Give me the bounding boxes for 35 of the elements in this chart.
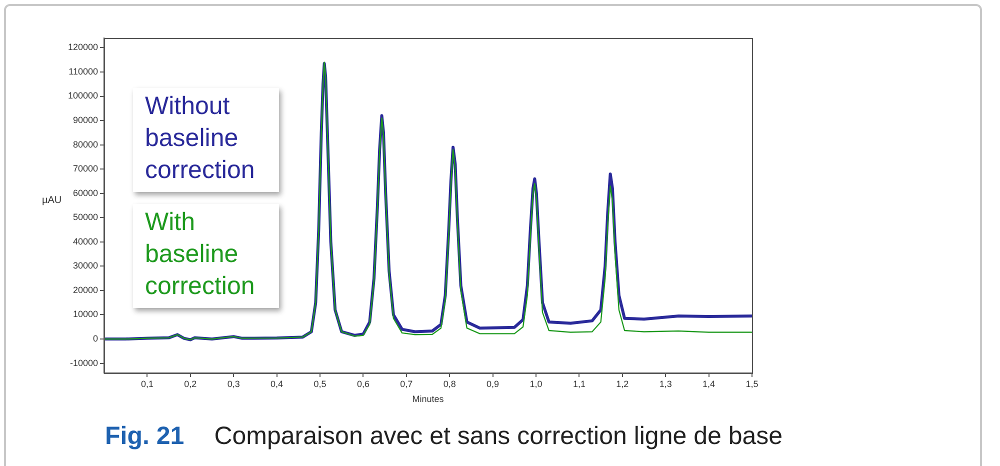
x-tick-label: 0,7 [400, 378, 413, 389]
x-axis-title: Minutes [412, 394, 444, 404]
x-tick-label: 1,3 [659, 378, 672, 389]
x-tick-label: 1,0 [530, 378, 542, 389]
y-tick-label: 20000 [72, 284, 98, 295]
x-tick-label: 0,2 [184, 378, 197, 389]
x-tick-label: 1,4 [702, 378, 716, 389]
x-tick-label: 0,9 [486, 378, 500, 389]
y-tick-label: -10000 [70, 358, 98, 368]
x-tick-label: 0,5 [314, 378, 326, 389]
y-tick-label: 70000 [72, 164, 98, 174]
text: Without baseline correction [133, 88, 279, 192]
y-tick-label: 0 [92, 334, 98, 344]
y-tick-label: 100000 [68, 90, 98, 101]
series-label: With baseline correction [133, 204, 279, 308]
y-tick-label: 60000 [72, 188, 98, 198]
x-tick-label: 0,4 [270, 378, 284, 389]
y-tick-label: 110000 [68, 66, 98, 76]
x-tick-label: 0,3 [227, 378, 240, 389]
x-tick-label: 1,1 [572, 378, 586, 389]
x-tick-label: 0,6 [356, 378, 370, 389]
x-tick-label: 0,1 [140, 378, 154, 389]
y-tick-label: 90000 [72, 115, 98, 126]
y-tick-label: 10000 [72, 309, 98, 320]
y-tick-label: 30000 [72, 260, 98, 271]
y-tick-label: 50000 [72, 212, 98, 222]
x-tick-label: 0,8 [443, 378, 456, 389]
y-axis-title: µAU [42, 195, 62, 206]
y-tick-label: 40000 [72, 236, 98, 246]
x-tick-label: 1,2 [616, 378, 629, 389]
y-tick-label: 120000 [68, 42, 98, 52]
x-tick-label: 1,5 [746, 378, 758, 389]
caption: Fig. 21 [105, 422, 184, 450]
text: Comparaison avec et sans correction ligne de base [214, 422, 783, 450]
y-tick-label: 80000 [72, 139, 98, 150]
